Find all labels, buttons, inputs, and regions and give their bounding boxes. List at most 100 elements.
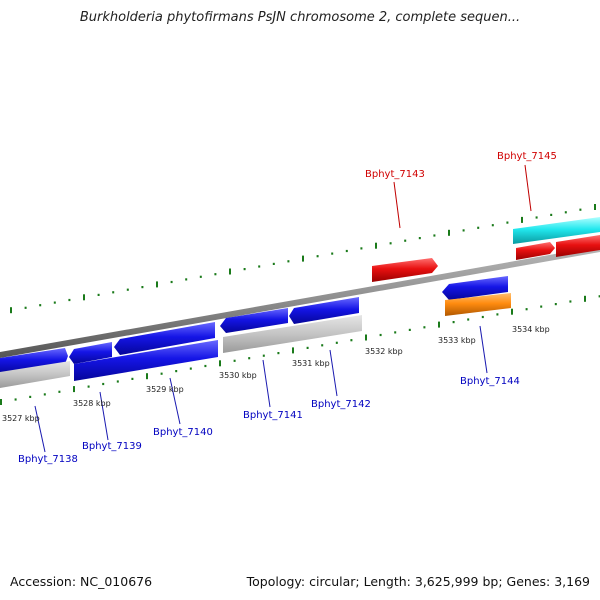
- gene-arrow-7142[interactable]: [289, 297, 359, 324]
- major-tick: [219, 360, 221, 367]
- chromosome-backbone: [0, 246, 600, 358]
- leader-7139: [99, 391, 109, 441]
- kbp-label: 3531 kbp: [292, 359, 330, 368]
- minor-tick: [321, 344, 324, 347]
- gene-label-7140[interactable]: Bphyt_7140: [153, 427, 213, 438]
- gene-label-7139[interactable]: Bphyt_7139: [82, 441, 142, 452]
- minor-tick: [53, 301, 56, 304]
- kbp-label: 3527 kbp: [2, 414, 40, 423]
- leader-7142: [329, 349, 338, 397]
- minor-tick: [258, 265, 261, 268]
- minor-tick: [535, 216, 538, 219]
- major-tick: [521, 216, 523, 223]
- minor-tick: [248, 357, 251, 360]
- minor-tick: [116, 380, 119, 383]
- minor-tick: [408, 328, 411, 331]
- major-tick: [146, 373, 148, 380]
- minor-tick: [360, 247, 363, 250]
- major-tick: [156, 281, 158, 288]
- minor-tick: [24, 306, 27, 309]
- major-tick: [292, 347, 294, 354]
- minor-tick: [160, 372, 163, 375]
- minor-tick: [477, 226, 480, 229]
- minor-tick: [331, 252, 334, 255]
- major-tick: [594, 204, 596, 210]
- minor-tick: [141, 286, 144, 289]
- gene-arrow-orange[interactable]: [445, 293, 511, 316]
- gene-arrow-7143[interactable]: [372, 258, 438, 282]
- tick-row-upper: [10, 204, 596, 314]
- minor-tick: [131, 377, 134, 380]
- major-tick: [0, 399, 2, 405]
- minor-tick: [569, 300, 572, 303]
- major-tick: [511, 308, 513, 315]
- minor-tick: [306, 346, 309, 349]
- minor-tick: [97, 293, 100, 296]
- kbp-label: 3530 kbp: [219, 371, 257, 380]
- minor-tick: [287, 260, 290, 263]
- minor-tick: [496, 313, 499, 316]
- leader-7141: [262, 359, 271, 408]
- minor-tick: [277, 352, 280, 355]
- gene-label-7143[interactable]: Bphyt_7143: [365, 169, 425, 180]
- leader-7140: [169, 377, 181, 425]
- gene-arrow-7145b[interactable]: [556, 235, 600, 257]
- minor-tick: [29, 395, 32, 398]
- minor-tick: [185, 278, 188, 281]
- map-title: Burkholderia phytofirmans PsJN chromosom…: [79, 10, 521, 25]
- gene-arrow-7140[interactable]: [114, 322, 215, 355]
- minor-tick: [452, 321, 455, 324]
- gene-label-7141[interactable]: Bphyt_7141: [243, 410, 303, 421]
- minor-tick: [579, 208, 582, 211]
- minor-tick: [389, 242, 392, 245]
- minor-tick: [491, 224, 494, 227]
- leader-7144: [479, 325, 488, 374]
- kbp-label: 3529 kbp: [146, 385, 184, 394]
- kbp-label: 3533 kbp: [438, 336, 476, 345]
- gene-block-lower-1[interactable]: [0, 361, 70, 388]
- minor-tick: [189, 367, 192, 370]
- gene-label-7142[interactable]: Bphyt_7142: [311, 399, 371, 410]
- gene-label-7145[interactable]: Bphyt_7145: [497, 151, 557, 162]
- minor-tick: [316, 255, 319, 258]
- gene-arrow-7145a[interactable]: [516, 242, 555, 260]
- leader-7143: [393, 181, 401, 229]
- minor-tick: [423, 326, 426, 329]
- gene-block-lower-2[interactable]: [74, 340, 218, 381]
- minor-tick: [233, 359, 236, 362]
- gene-arrow-7138[interactable]: [0, 348, 68, 374]
- minor-tick: [379, 333, 382, 337]
- minor-tick: [525, 308, 528, 311]
- major-tick: [375, 242, 377, 249]
- gene-arrow-cyan[interactable]: [513, 217, 600, 244]
- minor-tick: [564, 211, 567, 214]
- major-tick: [438, 321, 440, 328]
- major-tick: [10, 307, 12, 314]
- minor-tick: [214, 273, 217, 276]
- minor-tick: [170, 280, 173, 284]
- major-tick: [448, 229, 450, 236]
- minor-tick: [243, 268, 246, 271]
- minor-tick: [335, 341, 338, 344]
- minor-tick: [350, 339, 353, 342]
- minor-tick: [467, 318, 470, 321]
- kbp-label: 3534 kbp: [512, 325, 550, 334]
- gene-block-lower-3[interactable]: [223, 315, 362, 353]
- major-tick: [83, 294, 85, 301]
- gene-arrow-7139[interactable]: [69, 342, 112, 364]
- leader-lines: [34, 325, 488, 453]
- major-tick: [73, 386, 75, 393]
- minor-tick: [204, 364, 207, 368]
- minor-tick: [506, 221, 509, 224]
- gene-arrow-7144[interactable]: [442, 276, 508, 300]
- gene-label-7144[interactable]: Bphyt_7144: [460, 376, 520, 387]
- minor-tick: [262, 354, 265, 357]
- minor-tick: [554, 303, 557, 306]
- gene-arrow-7141[interactable]: [220, 308, 288, 333]
- accession-text: Accession: NC_010676: [10, 574, 153, 589]
- minor-tick: [43, 393, 46, 396]
- minor-tick: [14, 398, 17, 401]
- gene-label-7138[interactable]: Bphyt_7138: [18, 454, 78, 465]
- minor-tick: [550, 213, 553, 216]
